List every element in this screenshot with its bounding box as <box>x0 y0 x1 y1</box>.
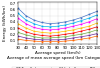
Fuel cell <box>96 36 98 37</box>
ICE T <box>25 15 26 16</box>
Combustion <box>96 23 98 24</box>
Fuel cell <box>81 39 82 40</box>
H2 hydrogenation <box>88 32 90 33</box>
Hydrogen engine <box>57 29 58 30</box>
ICE T <box>41 22 42 23</box>
Fuel cell <box>49 41 50 42</box>
ICE T <box>57 23 58 24</box>
X-axis label: Average speed (km/h)
Average of mean average speed (km Categories): Average speed (km/h) Average of mean ave… <box>7 51 100 60</box>
Fuel cell <box>25 40 26 41</box>
Hybrid <box>81 20 82 21</box>
Hybrid <box>33 23 34 24</box>
Line: Combustion: Combustion <box>17 22 98 34</box>
ICE T <box>88 14 90 15</box>
BEV <box>81 36 82 37</box>
Combustion <box>41 32 42 33</box>
Line: Hydrogen engine: Hydrogen engine <box>17 18 98 31</box>
BEV <box>33 39 34 40</box>
Hydrogen engine <box>81 24 82 25</box>
Fuel cell <box>57 41 58 42</box>
Hydrogen engine <box>73 26 74 27</box>
H2 fuel cell <box>33 34 34 35</box>
Hybrid <box>73 23 74 24</box>
Hybrid <box>49 26 50 27</box>
Hybrid <box>57 26 58 27</box>
Hydrogen engine <box>17 18 19 19</box>
H2 hydrogenation <box>65 36 66 37</box>
Line: Fuel cell: Fuel cell <box>17 35 98 42</box>
Line: Hybrid: Hybrid <box>17 13 98 27</box>
BEV <box>96 33 98 34</box>
Combustion <box>65 31 66 32</box>
Combustion <box>88 26 90 27</box>
H2 hydrogenation <box>33 36 34 37</box>
H2 fuel cell <box>88 29 90 30</box>
Fuel cell <box>41 41 42 42</box>
H2 fuel cell <box>57 35 58 36</box>
Hybrid <box>88 18 90 19</box>
Hydrogen engine <box>33 27 34 28</box>
ICE T <box>17 8 19 9</box>
Hydrogen engine <box>25 23 26 24</box>
BEV <box>41 39 42 40</box>
ICE T <box>49 23 50 24</box>
Line: BEV: BEV <box>17 33 98 40</box>
Line: H2 fuel cell: H2 fuel cell <box>17 26 98 37</box>
Hydrogen engine <box>41 29 42 30</box>
Hybrid <box>17 13 19 14</box>
Hybrid <box>41 26 42 27</box>
H2 fuel cell <box>65 34 66 35</box>
H2 hydrogenation <box>25 34 26 35</box>
H2 fuel cell <box>25 31 26 32</box>
Hydrogen engine <box>96 18 98 19</box>
H2 hydrogenation <box>57 37 58 38</box>
Y-axis label: Energy (kWh/km): Energy (kWh/km) <box>3 5 7 41</box>
Line: H2 hydrogenation: H2 hydrogenation <box>17 29 98 39</box>
H2 fuel cell <box>81 31 82 32</box>
Combustion <box>33 31 34 32</box>
BEV <box>57 39 58 40</box>
BEV <box>88 35 90 36</box>
H2 hydrogenation <box>73 35 74 36</box>
H2 fuel cell <box>41 35 42 36</box>
BEV <box>49 39 50 40</box>
Hydrogen engine <box>88 21 90 22</box>
Combustion <box>57 32 58 33</box>
Legend: ICE T, Hybrid, Hydrogen engine, Combustion, H2 fuel cell, H2 hydrogenation, BEV,: ICE T, Hybrid, Hydrogen engine, Combusti… <box>12 67 100 68</box>
Fuel cell <box>17 39 19 40</box>
Combustion <box>17 23 19 24</box>
H2 fuel cell <box>49 36 50 37</box>
H2 hydrogenation <box>81 34 82 35</box>
ICE T <box>96 11 98 12</box>
Fuel cell <box>73 40 74 41</box>
BEV <box>65 39 66 40</box>
BEV <box>17 36 19 37</box>
Line: ICE T: ICE T <box>17 8 98 24</box>
ICE T <box>65 21 66 22</box>
H2 fuel cell <box>96 26 98 27</box>
H2 hydrogenation <box>17 32 19 33</box>
ICE T <box>81 17 82 18</box>
